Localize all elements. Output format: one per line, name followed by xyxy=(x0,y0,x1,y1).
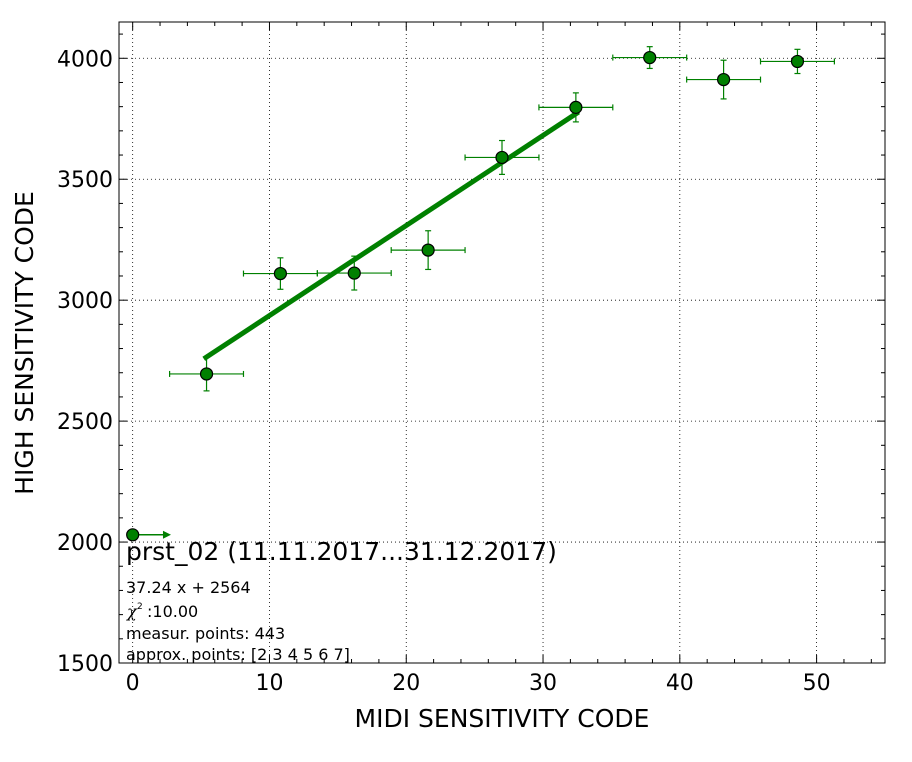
annotation-title: prst_02 (11.11.2017...31.12.2017) xyxy=(126,537,557,566)
y-axis-label: HIGH SENSITIVITY CODE xyxy=(10,191,39,495)
chi-symbol: χ xyxy=(126,602,138,621)
y-tick-label: 2500 xyxy=(57,410,113,435)
minor-ticks xyxy=(119,22,885,663)
y-tick-label: 3000 xyxy=(57,289,113,314)
fit-line xyxy=(202,109,580,361)
y-tick-label: 4000 xyxy=(57,47,113,72)
legend-marker-group xyxy=(126,528,171,542)
x-tick-labels: 0 10 20 30 40 50 xyxy=(126,671,831,696)
legend-arrow-head xyxy=(162,530,171,539)
annotation-equation: 37.24 x + 2564 xyxy=(126,578,251,597)
y-tick-label: 1500 xyxy=(57,652,113,677)
x-tick-label: 0 xyxy=(126,671,140,696)
chi-exponent: 2 xyxy=(137,602,143,612)
legend-marker xyxy=(126,528,140,542)
fit-line-group xyxy=(202,109,580,361)
x-tick-label: 40 xyxy=(666,671,694,696)
data-point xyxy=(421,243,435,257)
data-point xyxy=(273,266,288,281)
x-tick-label: 10 xyxy=(255,671,283,696)
data-point xyxy=(199,367,214,381)
y-tick-label: 2000 xyxy=(57,531,113,556)
data-points xyxy=(199,50,805,381)
plot-frame xyxy=(118,21,886,664)
annotation-measured: measur. points: 443 xyxy=(126,624,285,643)
x-tick-label: 50 xyxy=(803,671,831,696)
data-point xyxy=(495,150,509,165)
grid xyxy=(119,22,885,664)
x-tick-label: 30 xyxy=(529,671,557,696)
x-axis-label: MIDI SENSITIVITY CODE xyxy=(355,704,650,733)
data-point xyxy=(569,100,583,114)
y-tick-labels: 1500 2000 2500 3000 3500 4000 xyxy=(57,47,113,677)
chi2-value: :10.00 xyxy=(147,602,198,621)
y-tick-label: 3500 xyxy=(57,168,113,193)
data-point xyxy=(643,50,657,65)
data-point xyxy=(790,54,805,69)
data-point xyxy=(716,72,731,87)
annotation-chi2: χ 2 :10.00 xyxy=(126,602,198,621)
data-point xyxy=(347,266,361,280)
x-tick-label: 20 xyxy=(392,671,420,696)
annotation-approx: approx. points: [2 3 4 5 6 7] xyxy=(126,645,350,664)
